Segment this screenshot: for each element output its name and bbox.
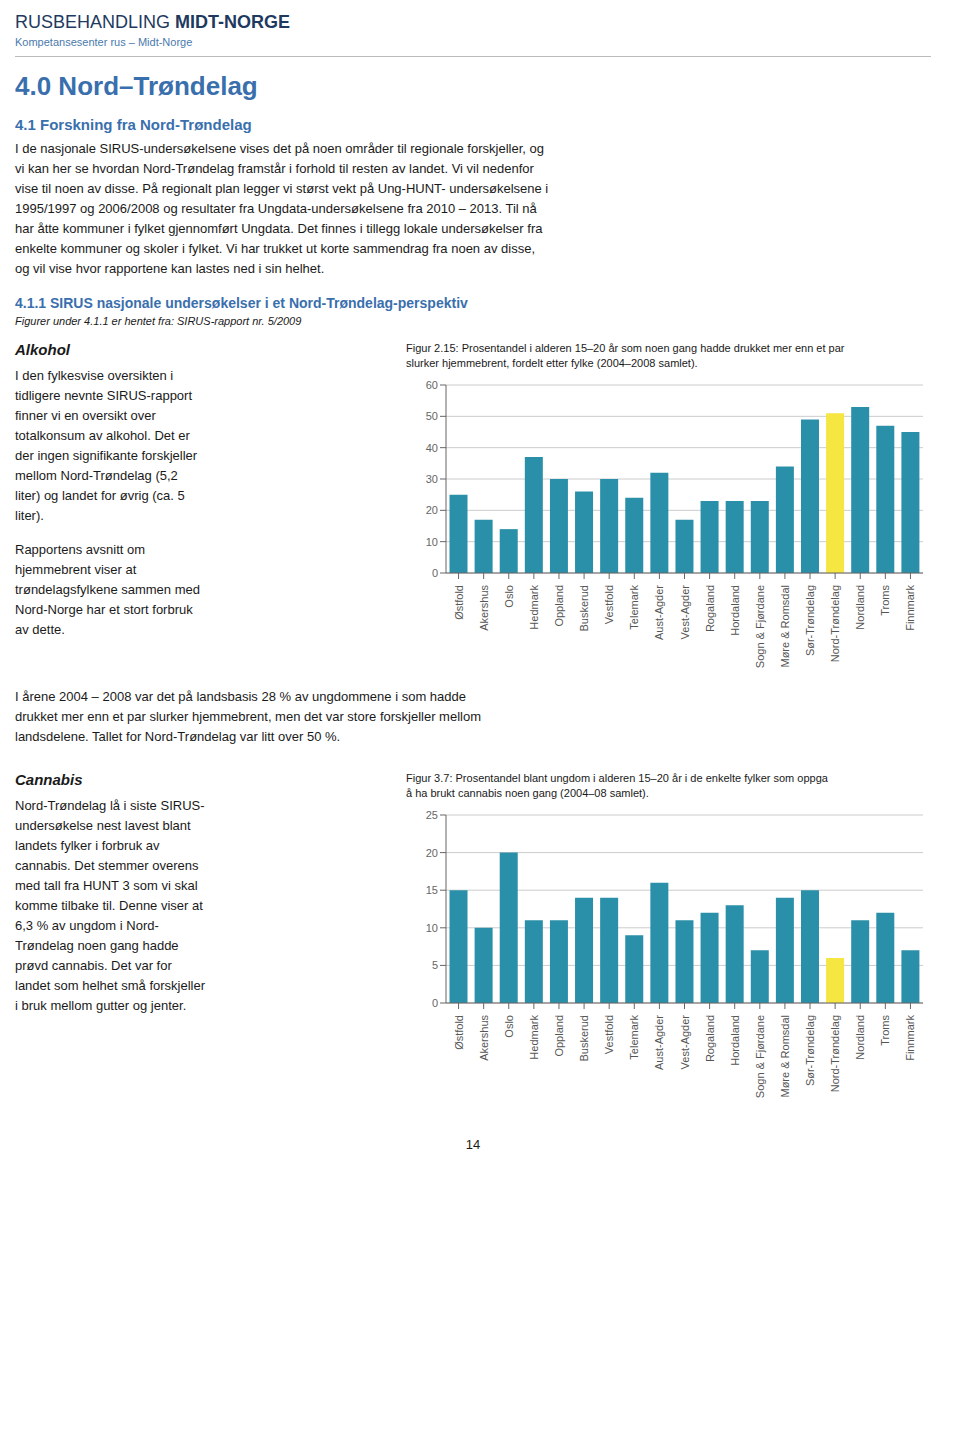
html-text:Kompetansesenter rus – Midt-No: Kompetansesenter rus – Midt-Norge [15,36,193,48]
html-text:4.1 Forskning fra Nord-Trøndel: 4.1 Forskning fra Nord-Trøndelag [15,116,252,133]
svg-text:Hordaland: Hordaland [729,585,741,636]
html-text:Figur 3.7: Prosentandel blant: Figur 3.7: Prosentandel blant ungdom i a… [406,772,828,799]
html-text:Alkohol: Alkohol [15,341,70,358]
svg-text:20: 20 [426,847,438,859]
html-text:I de nasjonale SIRUS-undersøke: I de nasjonale SIRUS-undersøkelsene vise… [15,141,549,276]
svg-text:25: 25 [426,809,438,821]
svg-text:Vest-Agder: Vest-Agder [679,585,691,640]
svg-text:Nordland: Nordland [854,1015,866,1060]
svg-text:Oppland: Oppland [553,1015,565,1057]
svg-text:60: 60 [426,379,438,391]
html-text:Rapportens avsnitt om hjemmebr: Rapportens avsnitt om hjemmebrent viser … [15,542,200,637]
svg-text:Hordaland: Hordaland [729,1015,741,1066]
svg-text:Møre & Romsdal: Møre & Romsdal [779,1015,791,1098]
svg-text:Nordland: Nordland [854,585,866,630]
svg-text:Hedmark: Hedmark [528,585,540,630]
svg-text:50: 50 [426,410,438,422]
html-text:4.1.1 SIRUS nasjonale undersøk: 4.1.1 SIRUS nasjonale undersøkelser i et… [15,295,468,311]
svg-text:Buskerud: Buskerud [578,1015,590,1061]
svg-text:Møre & Romsdal: Møre & Romsdal [779,585,791,668]
svg-text:Troms: Troms [879,1015,891,1046]
svg-text:Vest-Agder: Vest-Agder [679,1015,691,1070]
html-text:4.0 Nord–Trøndelag: 4.0 Nord–Trøndelag [15,71,258,101]
svg-text:40: 40 [426,442,438,454]
svg-text:Østfold: Østfold [453,585,465,620]
svg-text:Nord-Trøndelag: Nord-Trøndelag [829,585,841,662]
html-text:Figur 2.15: Prosentandel i ald: Figur 2.15: Prosentandel i alderen 15–20… [406,342,845,369]
svg-text:Aust-Agder: Aust-Agder [653,585,665,640]
svg-text:30: 30 [426,473,438,485]
svg-text:15: 15 [426,884,438,896]
svg-text:0: 0 [432,997,438,1009]
svg-text:Østfold: Østfold [453,1015,465,1050]
svg-text:Aust-Agder: Aust-Agder [653,1015,665,1070]
svg-text:Rogaland: Rogaland [704,1015,716,1062]
svg-text:Oslo: Oslo [503,585,515,608]
svg-text:20: 20 [426,504,438,516]
svg-text:Hedmark: Hedmark [528,1015,540,1060]
svg-text:10: 10 [426,922,438,934]
svg-text:Sør-Trøndelag: Sør-Trøndelag [804,585,816,656]
html-text:14: 14 [465,1137,481,1152]
svg-text:Sogn & Fjørdane: Sogn & Fjørdane [754,585,766,668]
svg-text:Vestfold: Vestfold [603,1015,615,1054]
svg-text:Nord-Trøndelag: Nord-Trøndelag [829,1015,841,1092]
html-text:Nord-Trøndelag lå i siste SIRU: Nord-Trøndelag lå i siste SIRUS- undersø… [15,798,205,1013]
svg-text:Oslo: Oslo [503,1015,515,1038]
html-text:I den fylkesvise oversikten i: I den fylkesvise oversikten i tidligere … [15,368,198,523]
html-text:Figurer under 4.1.1 er hentet: Figurer under 4.1.1 er hentet fra: SIRUS… [15,315,302,327]
html-text:I årene 2004 – 2008 var det på: I årene 2004 – 2008 var det på landsbasi… [15,689,481,744]
svg-text:5: 5 [432,959,438,971]
svg-text:Akershus: Akershus [478,585,490,631]
svg-text:Vestfold: Vestfold [603,585,615,624]
svg-text:Akershus: Akershus [478,1015,490,1061]
svg-text:0: 0 [432,567,438,579]
svg-text:Finnmark: Finnmark [904,1015,916,1061]
svg-text:Finnmark: Finnmark [904,585,916,631]
svg-text:Telemark: Telemark [628,585,640,630]
svg-text:Buskerud: Buskerud [578,585,590,631]
svg-text:Troms: Troms [879,585,891,616]
svg-text:10: 10 [426,536,438,548]
svg-text:Sør-Trøndelag: Sør-Trøndelag [804,1015,816,1086]
svg-text:Telemark: Telemark [628,1015,640,1060]
svg-text:Oppland: Oppland [553,585,565,627]
svg-text:Sogn & Fjørdane: Sogn & Fjørdane [754,1015,766,1098]
html-text:RUSBEHANDLING MIDT-NORGE: RUSBEHANDLING MIDT-NORGE [15,12,290,32]
svg-text:Rogaland: Rogaland [704,585,716,632]
html-text:Cannabis: Cannabis [15,771,83,788]
